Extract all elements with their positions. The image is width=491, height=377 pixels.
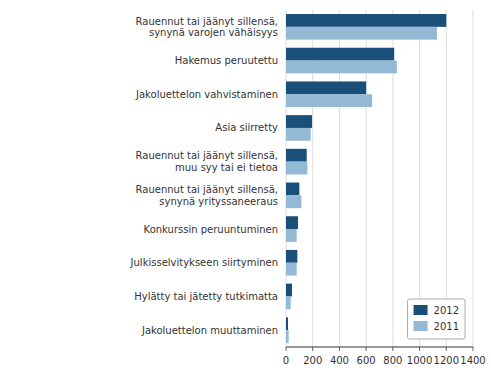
bar xyxy=(286,195,301,208)
category-label: Julkisselvitykseen siirtyminen xyxy=(130,257,278,268)
tick-mark xyxy=(339,347,340,351)
bar xyxy=(286,317,288,330)
legend-swatch xyxy=(414,305,428,315)
tick-label: 1200 xyxy=(434,355,459,366)
tick-label: 1000 xyxy=(407,355,432,366)
bar xyxy=(286,183,299,196)
category-label: Jakoluettelon muuttaminen xyxy=(141,325,278,336)
grid-line xyxy=(419,10,420,347)
legend: 2012 2011 xyxy=(408,299,465,339)
y-axis-labels: Rauennut tai jäänyt sillensä,synynä varo… xyxy=(130,16,278,336)
bar xyxy=(286,27,437,40)
tick-mark xyxy=(392,347,393,351)
tick-label: 600 xyxy=(357,355,376,366)
bar xyxy=(286,61,397,74)
bar xyxy=(286,229,297,242)
category-label-line: Hylätty tai jätetty tutkimatta xyxy=(134,291,278,302)
tick-label: 0 xyxy=(283,355,289,366)
grid-line xyxy=(473,10,474,347)
grid-line xyxy=(446,10,447,347)
bar xyxy=(286,330,289,343)
category-label-line: Hakemus peruutettu xyxy=(175,55,278,66)
bar xyxy=(286,296,291,309)
tick-mark xyxy=(366,347,367,351)
bar xyxy=(286,216,298,229)
bar xyxy=(286,284,292,297)
tick-mark xyxy=(419,347,420,351)
tick-label: 1400 xyxy=(460,355,485,366)
bar xyxy=(286,48,394,61)
category-label: Hakemus peruutettu xyxy=(175,55,278,66)
legend-swatch xyxy=(414,321,428,331)
category-label-line: Rauennut tai jäänyt sillensä, xyxy=(136,184,278,195)
tick-label: 400 xyxy=(330,355,349,366)
category-label: Konkurssin peruuntuminen xyxy=(144,224,278,235)
tick-mark xyxy=(446,347,447,351)
tick-label: 800 xyxy=(383,355,402,366)
tick-label: 200 xyxy=(303,355,322,366)
category-label: Rauennut tai jäänyt sillensä,muu syy tai… xyxy=(136,150,278,173)
category-label-line: Konkurssin peruuntuminen xyxy=(144,224,278,235)
category-label-line: Rauennut tai jäänyt sillensä, xyxy=(136,16,278,27)
chart-svg: Rauennut tai jäänyt sillensä,synynä varo… xyxy=(0,0,491,377)
bar xyxy=(286,263,297,276)
bar xyxy=(286,81,366,94)
category-label: Asia siirretty xyxy=(215,122,278,133)
chart-container: Rauennut tai jäänyt sillensä,synynä varo… xyxy=(0,0,491,377)
bars xyxy=(286,14,446,343)
category-label: Jakoluettelon vahvistaminen xyxy=(135,89,278,100)
category-label-line: Jakoluettelon muuttaminen xyxy=(141,325,278,336)
bar xyxy=(286,14,446,27)
category-label-line: Asia siirretty xyxy=(215,122,278,133)
category-label-line: Julkisselvitykseen siirtyminen xyxy=(130,257,278,268)
category-label: Rauennut tai jäänyt sillensä,synynä varo… xyxy=(136,16,278,38)
category-label-line: muu syy tai ei tietoa xyxy=(175,162,278,173)
category-label-line: synynä yrityssaneeraus xyxy=(159,196,278,207)
legend-frame xyxy=(408,299,465,339)
legend-label: 2012 xyxy=(434,305,459,316)
tick-mark xyxy=(312,347,313,351)
category-label: Hylätty tai jätetty tutkimatta xyxy=(134,291,278,302)
tick-mark xyxy=(473,347,474,351)
category-label-line: Rauennut tai jäänyt sillensä, xyxy=(136,150,278,161)
legend-label: 2011 xyxy=(434,321,459,332)
bar xyxy=(286,250,297,263)
category-label-line: Jakoluettelon vahvistaminen xyxy=(135,89,278,100)
bar xyxy=(286,128,311,141)
x-axis-line xyxy=(286,347,473,348)
bar xyxy=(286,115,312,128)
tick-mark xyxy=(286,347,287,351)
category-label-line: synynä varojen vähäisyys xyxy=(149,27,278,38)
bar xyxy=(286,162,307,175)
category-label: Rauennut tai jäänyt sillensä,synynä yrit… xyxy=(136,184,278,207)
bar xyxy=(286,149,307,162)
bar xyxy=(286,94,372,107)
grid xyxy=(286,10,473,347)
